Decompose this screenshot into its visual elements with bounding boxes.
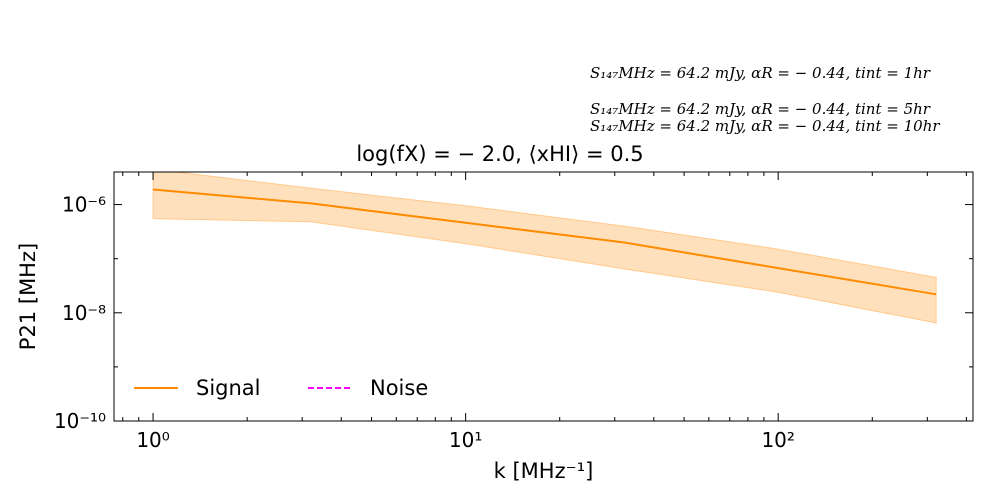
x-tick-label: 10⁰ bbox=[136, 428, 169, 452]
y-tick-label: 10⁻¹⁰ bbox=[54, 409, 106, 433]
chart-title: log(fX) = − 2.0, ⟨xHI⟩ = 0.5 bbox=[356, 142, 644, 166]
legend-label-noise: Noise bbox=[370, 376, 428, 400]
legend-label-signal: Signal bbox=[196, 376, 261, 400]
plot-frame bbox=[113, 171, 974, 422]
plot-area bbox=[152, 172, 937, 324]
x-axis-label: k [MHz⁻¹] bbox=[494, 459, 594, 483]
annotation-1hr: S₁₄₇MHz = 64.2 mJy, αR = − 0.44, tint = … bbox=[590, 64, 930, 82]
annotation-10hr: S₁₄₇MHz = 64.2 mJy, αR = − 0.44, tint = … bbox=[590, 117, 940, 135]
y-tick-label: 10⁻⁸ bbox=[62, 301, 106, 325]
y-axis-label: P21 [MHz] bbox=[16, 243, 40, 350]
uncertainty-band-signal bbox=[152, 172, 937, 324]
annotation-5hr: S₁₄₇MHz = 64.2 mJy, αR = − 0.44, tint = … bbox=[590, 100, 930, 118]
x-tick-label: 10¹ bbox=[449, 428, 482, 452]
series-line-signal bbox=[153, 188, 937, 296]
y-tick-label: 10⁻⁶ bbox=[62, 193, 106, 217]
x-tick-label: 10² bbox=[761, 428, 794, 452]
